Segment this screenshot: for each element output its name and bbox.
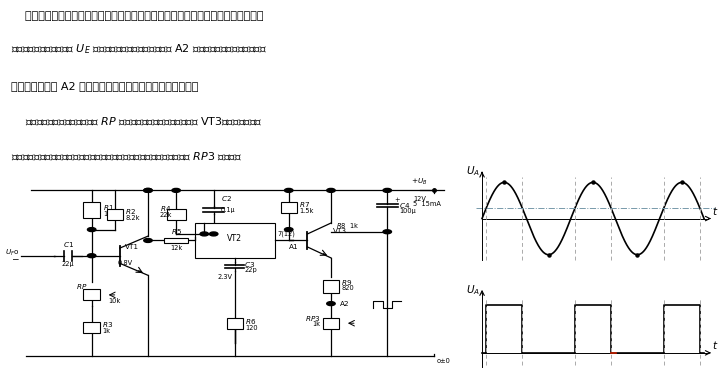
Text: −: − <box>12 254 19 264</box>
Bar <box>107 209 123 220</box>
Text: $R6$: $R6$ <box>245 317 256 325</box>
Text: $C1$: $C1$ <box>63 240 74 249</box>
Circle shape <box>383 230 392 234</box>
Bar <box>164 238 188 243</box>
Text: 5  15mA: 5 15mA <box>413 201 441 207</box>
Text: 22p: 22p <box>244 267 257 273</box>
Text: o±0: o±0 <box>437 358 450 364</box>
Circle shape <box>144 188 152 193</box>
Circle shape <box>383 188 392 193</box>
Text: A2: A2 <box>340 301 350 307</box>
Text: 信号，这样可使该电路具有很低的输出电阵。输出方波的幅値可用电位器 $RP3$ 来调整。: 信号，这样可使该电路具有很低的输出电阵。输出方波的幅値可用电位器 $RP3$ 来… <box>11 150 242 162</box>
Bar <box>195 223 274 258</box>
Text: 12k: 12k <box>170 245 182 251</box>
Text: 10k: 10k <box>108 298 120 304</box>
Text: $t$: $t$ <box>712 340 718 351</box>
Circle shape <box>200 232 209 236</box>
Text: 120: 120 <box>245 325 258 330</box>
Bar <box>323 280 339 293</box>
Text: 在一个施密特触发器外附加少许电路元件即可构成正弦波变换为方波的电路，如图: 在一个施密特触发器外附加少许电路元件即可构成正弦波变换为方波的电路，如图 <box>11 11 264 21</box>
Text: 0.1μ: 0.1μ <box>221 207 235 213</box>
Bar <box>167 209 185 220</box>
Text: $RP3$: $RP3$ <box>305 314 321 323</box>
Text: 1k: 1k <box>104 211 111 217</box>
Text: $R1$: $R1$ <box>104 203 114 212</box>
Circle shape <box>285 188 293 193</box>
Text: $R2$: $R2$ <box>125 207 136 215</box>
Text: 触发器的工作点借助于电位器 $RP$ 来调整。输出采用达标顿晶体管 VT3，并从射极取出: 触发器的工作点借助于电位器 $RP$ 来调整。输出采用达标顿晶体管 VT3，并从… <box>11 115 262 126</box>
Text: $C3$: $C3$ <box>244 260 256 269</box>
Text: $U_{F}$o: $U_{F}$o <box>4 247 19 257</box>
Bar <box>280 202 297 213</box>
Text: $R9$: $R9$ <box>341 278 353 287</box>
Bar <box>83 202 100 218</box>
Circle shape <box>88 228 96 231</box>
Text: $C2$: $C2$ <box>221 194 232 204</box>
Text: 100μ: 100μ <box>399 208 416 214</box>
Text: 2.3V: 2.3V <box>218 274 233 280</box>
Text: $RP$: $RP$ <box>75 282 87 291</box>
Text: 转值时，输出端 A2 变为低电平，输出为同频率的方波信号。: 转值时，输出端 A2 变为低电平，输出为同频率的方波信号。 <box>11 81 198 91</box>
Circle shape <box>285 228 293 231</box>
Circle shape <box>144 188 152 193</box>
Text: 1k: 1k <box>102 328 110 334</box>
Text: $R8$  1k: $R8$ 1k <box>336 221 359 230</box>
Text: 7(12): 7(12) <box>277 231 295 237</box>
Text: 22k: 22k <box>159 212 172 219</box>
Text: 1k: 1k <box>313 321 321 327</box>
Bar <box>83 322 100 333</box>
Text: $R3$: $R3$ <box>102 320 113 329</box>
Circle shape <box>144 238 152 243</box>
Text: 820: 820 <box>341 285 354 291</box>
Text: 0.8V: 0.8V <box>117 260 132 266</box>
Text: 所示。当输入的正弦信号 $U_E$ 高于触发器正翳转值时，输出端 A2 变为高电平；而当其低于负翳: 所示。当输入的正弦信号 $U_E$ 高于触发器正翳转值时，输出端 A2 变为高电… <box>11 42 267 56</box>
Text: $U_A$: $U_A$ <box>466 283 480 297</box>
Text: A1: A1 <box>289 244 298 250</box>
Text: 8.2k: 8.2k <box>125 215 140 221</box>
Circle shape <box>209 232 218 236</box>
Text: $+U_B$: $+U_B$ <box>411 177 427 187</box>
Text: $R4$: $R4$ <box>160 204 172 214</box>
Circle shape <box>327 188 335 193</box>
Text: $C4$: $C4$ <box>399 201 411 210</box>
Text: 1.5k: 1.5k <box>299 208 313 214</box>
Bar <box>323 318 339 329</box>
Circle shape <box>327 302 335 306</box>
Text: $t$: $t$ <box>712 206 718 217</box>
Bar <box>227 318 243 329</box>
Circle shape <box>172 188 180 193</box>
Text: 22μ: 22μ <box>62 261 75 267</box>
Text: 12V: 12V <box>413 196 426 202</box>
Text: VT3: VT3 <box>333 228 348 234</box>
Text: VT1: VT1 <box>125 244 138 250</box>
Text: VT2: VT2 <box>227 234 243 243</box>
Text: $U_A$: $U_A$ <box>466 164 480 178</box>
Text: +: + <box>395 197 400 203</box>
Text: $R7$: $R7$ <box>299 200 310 209</box>
Text: $R5$: $R5$ <box>171 227 182 236</box>
Bar <box>83 290 100 300</box>
Circle shape <box>88 254 96 258</box>
